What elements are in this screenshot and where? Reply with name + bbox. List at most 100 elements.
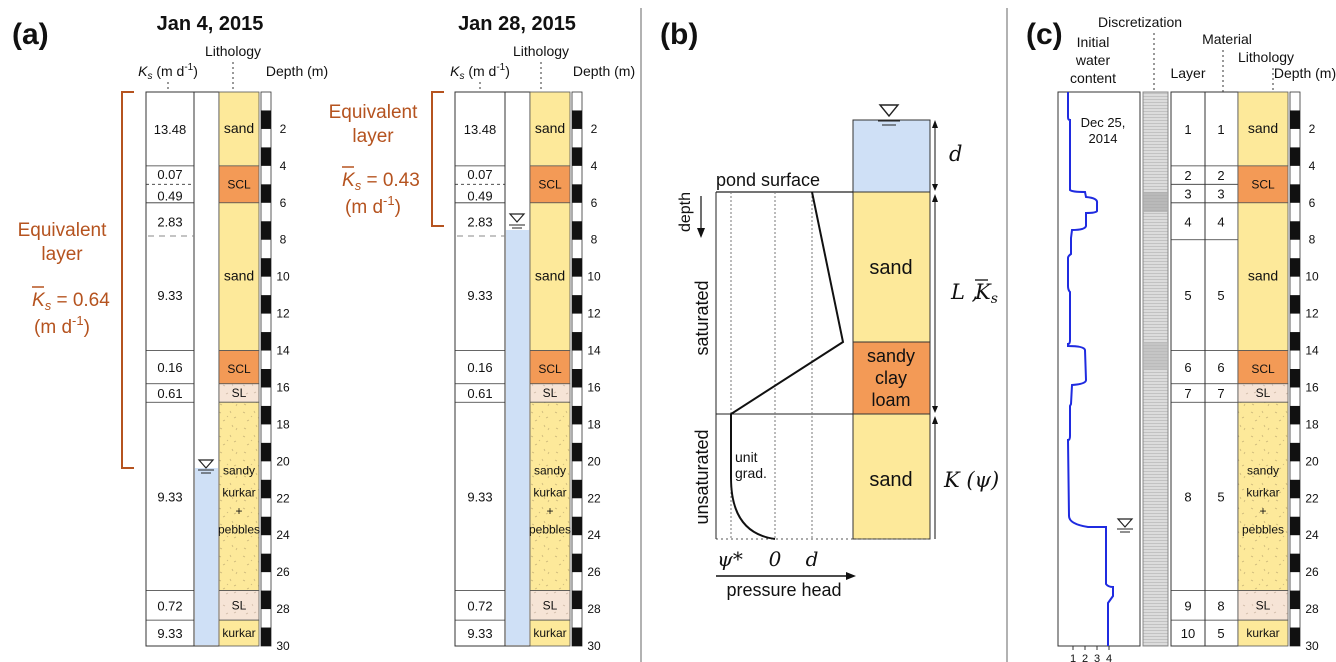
L-label: L , [950,280,978,304]
ruler-block [1290,479,1300,499]
lithology-label: SL [1256,386,1271,400]
water-content-plot [1057,91,1141,647]
scl-label-3: loam [871,390,910,410]
material-number: 8 [1217,598,1224,613]
lithology-label: SCL [227,177,251,191]
depth-tick-label: 10 [276,270,290,284]
lithology-column-jan4: sand SCL sand SCL SL sandy kurkar + pebbles SL kur… [218,91,260,647]
lithology-label: sandy [1247,464,1279,478]
lithology-header: Lithology [1238,49,1294,65]
lithology-segment [1237,590,1289,621]
lithology-label: kurkar [533,486,566,500]
ruler-block [1290,147,1300,166]
ruler-block [572,221,582,240]
ks-value: 0.61 [157,386,182,401]
ks-value: 0.72 [157,598,182,613]
equivalent-ks-unit: (m d-1) [34,313,90,338]
lithology-segment [1237,91,1289,167]
sand-layer-top [852,191,931,343]
ks-value: 13.48 [464,122,497,137]
depth-tick-label: 26 [587,565,601,579]
depth-tick-label: 10 [1305,270,1319,284]
lithology-label: SL [1256,598,1271,612]
panel-a-label: (a) [12,18,49,51]
initial-water-2: water [1075,52,1111,68]
ks-value: 0.16 [467,360,492,375]
saturated-label: saturated [692,280,712,355]
ruler-block [261,332,271,351]
material-header: Material [1202,31,1252,47]
date-title-jan28: Jan 28, 2015 [458,13,576,35]
ks-value: 9.33 [157,626,182,641]
unsaturated-label: unsaturated [692,429,712,524]
ks-value: 0.49 [467,188,492,203]
ks-header: Ks (m d-1) [450,62,510,82]
lithology-segment [529,165,571,204]
material-number: 5 [1217,288,1224,303]
ks-value: 13.48 [154,122,187,137]
ruler-block [261,110,271,129]
lithology-label: sand [224,268,254,284]
depth-tick-label: 28 [1305,602,1319,616]
lithology-segment [218,202,260,351]
ruler-block [1290,221,1300,240]
ruler-block [572,295,582,314]
material-number: 2 [1217,168,1224,183]
ruler-block [1290,295,1300,314]
ruler-block [1290,332,1300,351]
material-number: 5 [1217,626,1224,641]
lithology-segment [529,350,571,385]
ks-value: 9.33 [467,288,492,303]
scl-label-2: clay [875,368,907,388]
lithology-header: Lithology [513,43,569,59]
layer-number: 10 [1181,626,1195,641]
depth-tick-label: 16 [276,380,290,394]
x-tick-label: 2 [1082,653,1088,662]
depth-tick-label: 12 [1305,307,1319,321]
lithology-label: sand [1248,268,1278,284]
layer-number: 9 [1184,598,1191,613]
ruler-block [572,110,582,129]
depth-axis-label: depth [677,192,694,232]
ruler-block [261,479,271,499]
lithology-segment [218,91,260,167]
ruler-block [572,405,582,425]
layer-number: 4 [1184,214,1191,229]
depth-tick-label: 18 [1305,417,1319,431]
depth-tick-label: 4 [280,159,287,173]
ruler-block [261,147,271,166]
depth-tick-label: 28 [587,602,601,616]
depth-tick-label: 30 [1305,639,1319,653]
lithology-label: sand [535,120,565,136]
depth-tick-label: 22 [587,491,601,505]
lithology-segment [529,202,571,351]
lithology-segment [1237,619,1289,647]
depth-tick-label: 30 [587,639,601,653]
material-number: 4 [1217,214,1224,229]
zero-label: 0 [769,547,782,571]
water-table-icon [1116,518,1134,533]
depth-header: Depth (m) [1274,65,1336,81]
ruler-block [572,442,582,462]
ruler-block [572,627,582,646]
ruler-block [261,295,271,314]
depth-tick-label: 26 [1305,565,1319,579]
material-number: 6 [1217,360,1224,375]
lithology-segment [218,590,260,621]
ruler-block [261,184,271,203]
equivalent-ks-value: Ks = 0.43 [342,170,420,193]
equivalent-label-1: Equivalent [18,220,107,241]
water-table-fill-jan28 [506,230,529,645]
d-axis-label: d [806,547,819,571]
depth-tick-label: 14 [587,344,601,358]
sand-bottom-label: sand [869,469,912,491]
ruler-block [1290,442,1300,462]
layer-number: 6 [1184,360,1191,375]
equivalent-label-2: layer [41,244,83,265]
ks-value: 9.33 [467,626,492,641]
depth-tick-label: 16 [587,380,601,394]
lithology-label: SCL [1251,177,1275,191]
depth-tick-label: 24 [276,528,290,542]
depth-tick-label: 4 [591,159,598,173]
